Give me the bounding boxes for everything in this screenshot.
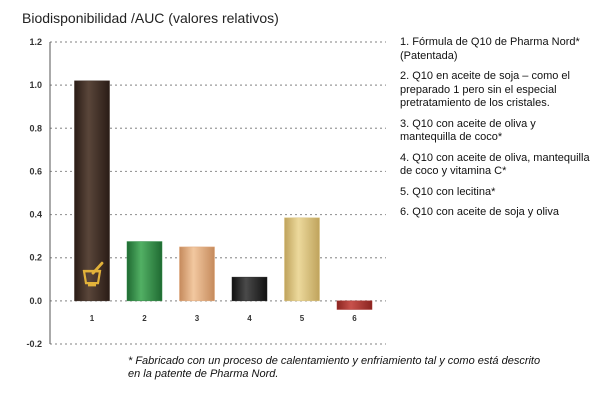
- footnote: * Fabricado con un proceso de calentamie…: [128, 355, 541, 380]
- y-tick-label: 0.0: [29, 296, 42, 306]
- bars: [74, 80, 373, 310]
- y-tick-label: 0.6: [29, 166, 42, 176]
- bar-1: [74, 80, 110, 302]
- x-tick-label: 5: [300, 314, 305, 323]
- x-tick-label: 1: [90, 314, 95, 323]
- legend-item-1: 1. Fórmula de Q10 de Pharma Nord* (Paten…: [400, 36, 580, 62]
- x-axis: 1 2 3 4 5 6: [90, 314, 358, 323]
- pestle: [91, 261, 104, 275]
- y-tick-label: -0.2: [26, 339, 42, 349]
- bar-6: [336, 300, 373, 310]
- bar-3: [179, 246, 215, 302]
- bar-chart: 1.2 1.0 0.8 0.6 0.4 0.2 0.0 -0.2 1 2 3 4 5 6: [26, 37, 386, 349]
- legend-item-6: 6. Q10 con aceite de soja y oliva: [400, 206, 559, 218]
- x-tick-label: 4: [247, 314, 252, 323]
- mortar-pestle-icon: [82, 261, 104, 287]
- legend-item-2: 2. Q10 en aceite de soja – como el prepa…: [400, 70, 570, 109]
- y-tick-label: 0.4: [29, 210, 42, 220]
- bar-4: [231, 276, 268, 302]
- legend-item-5: 5. Q10 con lecitina*: [400, 185, 496, 198]
- y-tick-label: 1.2: [29, 37, 42, 47]
- legend-item-3: 3. Q10 con aceite de oliva y mantequilla…: [400, 117, 536, 144]
- x-tick-label: 6: [352, 314, 357, 323]
- bar-5: [284, 217, 320, 302]
- y-tick-label: 0.2: [29, 253, 42, 263]
- legend: 1. Fórmula de Q10 de Pharma Nord* (Paten…: [400, 36, 592, 227]
- y-tick-label: 0.8: [29, 123, 42, 133]
- x-tick-label: 2: [142, 314, 147, 323]
- chart-title: Biodisponibilidad /AUC (valores relativo…: [22, 10, 279, 26]
- y-tick-label: 1.0: [29, 80, 42, 90]
- legend-item-4: 4. Q10 con aceite de oliva, mantequilla …: [400, 151, 590, 178]
- x-tick-label: 3: [195, 314, 200, 323]
- y-axis: 1.2 1.0 0.8 0.6 0.4 0.2 0.0 -0.2: [26, 37, 51, 349]
- bar-2: [126, 241, 163, 302]
